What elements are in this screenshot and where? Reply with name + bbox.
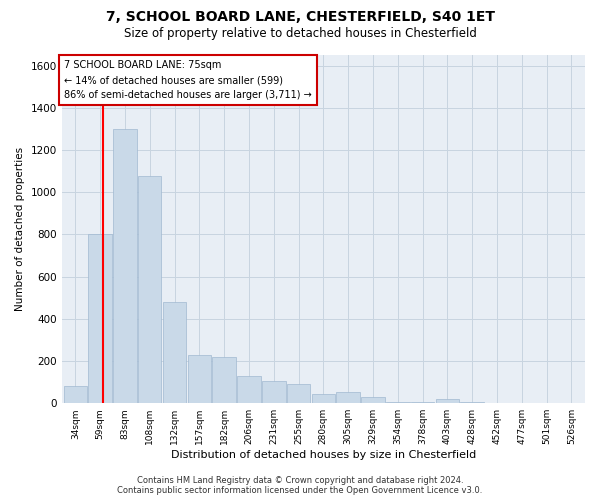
- Bar: [113, 129, 137, 403]
- Y-axis label: Number of detached properties: Number of detached properties: [15, 147, 25, 311]
- Bar: [460, 402, 484, 403]
- Bar: [163, 302, 186, 403]
- Bar: [88, 234, 112, 403]
- Bar: [64, 386, 87, 403]
- Bar: [287, 384, 310, 403]
- Bar: [311, 394, 335, 403]
- Bar: [361, 397, 385, 403]
- Text: Contains HM Land Registry data © Crown copyright and database right 2024.
Contai: Contains HM Land Registry data © Crown c…: [118, 476, 482, 495]
- Bar: [262, 381, 286, 403]
- Bar: [386, 402, 410, 403]
- Text: 7 SCHOOL BOARD LANE: 75sqm
← 14% of detached houses are smaller (599)
86% of sem: 7 SCHOOL BOARD LANE: 75sqm ← 14% of deta…: [64, 60, 312, 100]
- Bar: [337, 392, 360, 403]
- Bar: [188, 354, 211, 403]
- X-axis label: Distribution of detached houses by size in Chesterfield: Distribution of detached houses by size …: [171, 450, 476, 460]
- Bar: [212, 357, 236, 403]
- Bar: [436, 399, 459, 403]
- Text: 7, SCHOOL BOARD LANE, CHESTERFIELD, S40 1ET: 7, SCHOOL BOARD LANE, CHESTERFIELD, S40 …: [106, 10, 494, 24]
- Bar: [411, 402, 434, 403]
- Bar: [138, 176, 161, 403]
- Text: Size of property relative to detached houses in Chesterfield: Size of property relative to detached ho…: [124, 28, 476, 40]
- Bar: [237, 376, 261, 403]
